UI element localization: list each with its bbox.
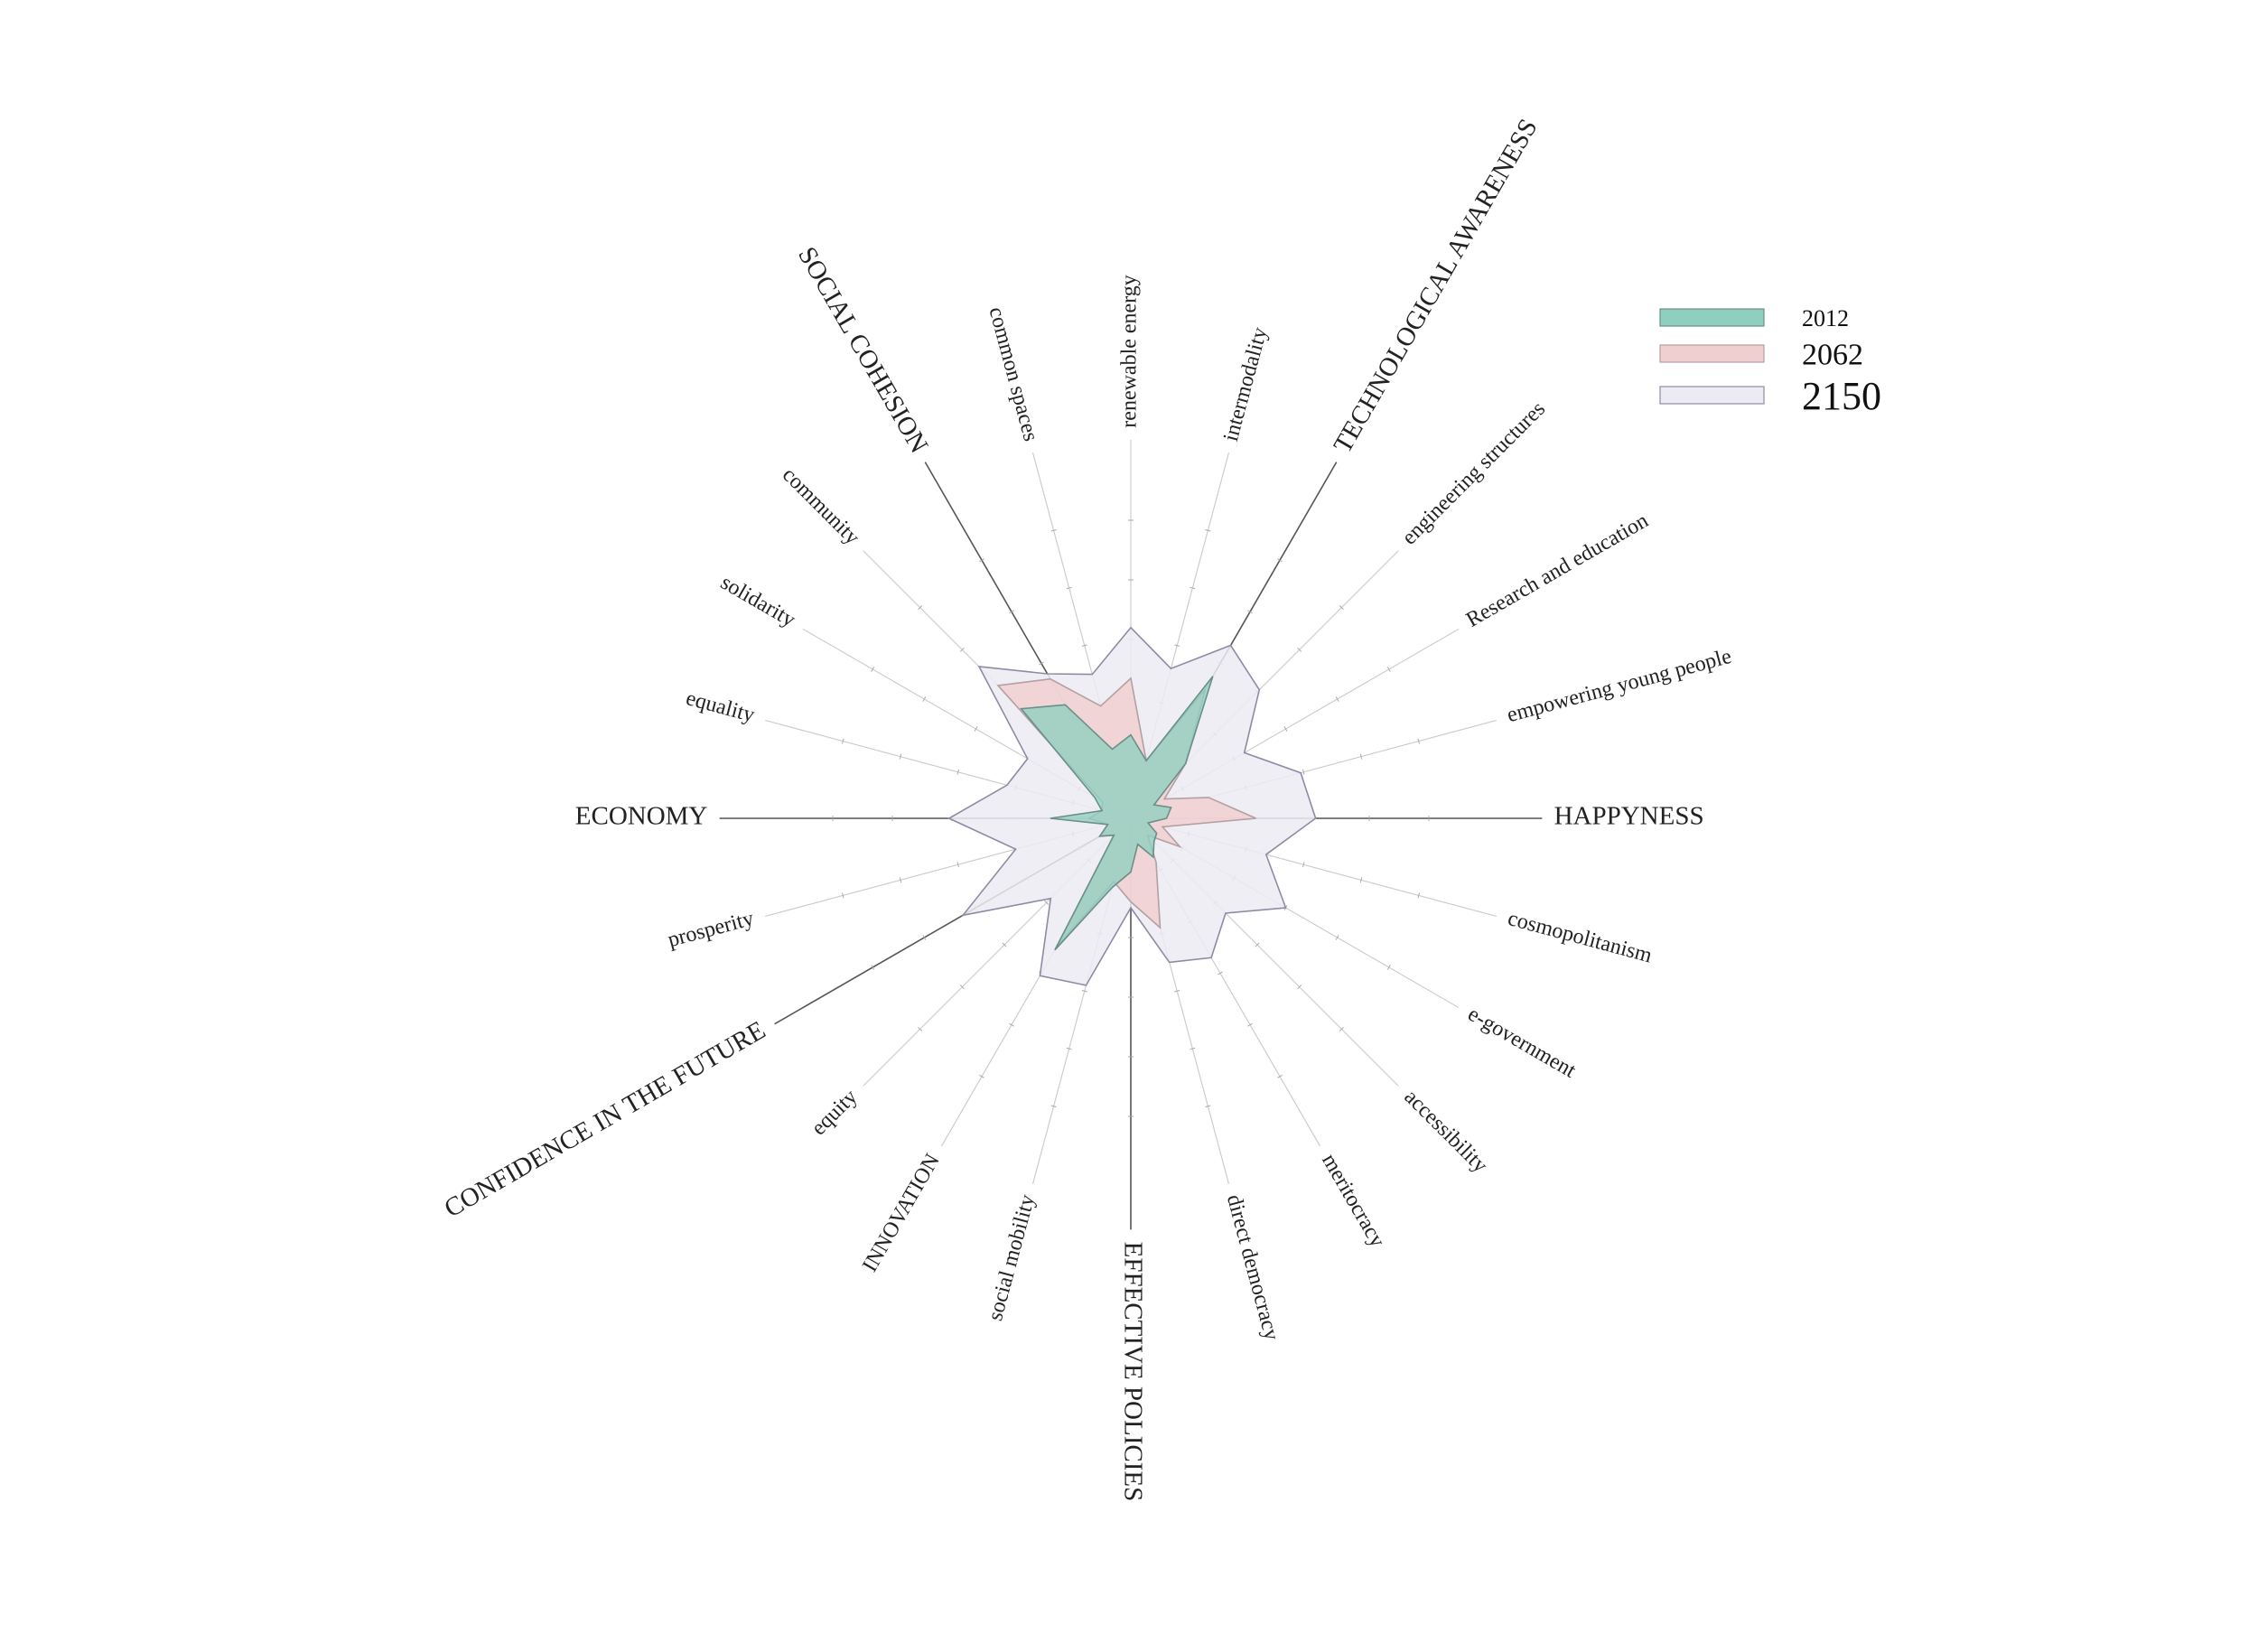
spoke-tick: [871, 965, 875, 970]
category-label-common-spaces: common spaces: [984, 304, 1042, 443]
spoke-tick: [871, 667, 875, 672]
category-label-social-mobility: social mobility: [984, 1192, 1040, 1323]
category-label-happyness: HAPPYNESS: [1554, 802, 1704, 831]
spoke-tick: [1277, 1074, 1283, 1078]
spoke-tick: [1417, 892, 1421, 899]
category-label-economy: ECONOMY: [575, 802, 708, 831]
spoke-tick: [1066, 1047, 1072, 1050]
category-label-confidence-in-the-future: CONFIDENCE IN THE FUTURE: [440, 1015, 770, 1223]
category-label-meritocracy: meritocracy: [1317, 1150, 1389, 1251]
spoke-tick: [956, 769, 960, 775]
category-label-innovation: INNOVATION: [858, 1150, 945, 1276]
spoke-tick: [959, 985, 965, 990]
spoke-tick: [1339, 1026, 1344, 1031]
spoke-tick: [1081, 644, 1087, 648]
spoke-tick: [1359, 877, 1363, 883]
spoke-tick: [1039, 661, 1044, 666]
spoke-tick: [1247, 610, 1253, 614]
series-2012: [1020, 676, 1214, 951]
category-label-direct-democracy: direct democracy: [1222, 1192, 1283, 1343]
category-label-empowering-young-people: empowering young people: [1505, 645, 1734, 727]
spoke-tick: [1190, 1047, 1196, 1050]
radar-series: [947, 626, 1317, 986]
spoke-tick: [899, 753, 902, 760]
spoke-tick: [979, 558, 984, 563]
legend-label-2150: 2150: [1802, 374, 1881, 418]
spoke-tick: [1283, 726, 1288, 732]
spoke-tick: [1302, 769, 1305, 775]
spoke-tick: [1335, 696, 1339, 702]
spoke-tick: [1009, 610, 1014, 614]
category-label-research-and-education: Research and education: [1462, 509, 1652, 631]
spoke-tick: [1335, 935, 1339, 940]
spoke-tick: [1339, 605, 1344, 611]
spoke-tick: [956, 862, 960, 868]
spoke-tick: [841, 738, 844, 744]
spoke-tick: [1081, 989, 1087, 993]
legend-swatch-2012: [1659, 308, 1765, 327]
spoke-tick: [918, 1026, 923, 1031]
spoke-tick: [1050, 528, 1057, 532]
category-label-accessibility: accessibility: [1400, 1085, 1492, 1177]
category-label-renewable-energy: renewable energy: [1118, 275, 1142, 427]
spoke-tick: [1417, 738, 1421, 744]
spoke-tick: [1277, 558, 1283, 563]
category-label-intermodality: intermodality: [1219, 325, 1273, 444]
spoke-tick: [1205, 528, 1211, 532]
spoke-tick: [922, 935, 927, 940]
category-label-prosperity: prosperity: [666, 907, 757, 952]
category-label-effective-policies: EFFECTIVE POLICIES: [1118, 1242, 1147, 1502]
spoke-tick: [1247, 1022, 1253, 1027]
category-label-e-government: e-government: [1464, 1003, 1581, 1083]
spoke-tick: [1205, 1105, 1211, 1108]
category-label-social-cohesion: SOCIAL COHESION: [792, 242, 933, 458]
spoke-tick: [1255, 942, 1260, 947]
legend-label-2012: 2012: [1802, 305, 1849, 331]
spoke-tick: [1302, 862, 1305, 868]
spoke-tick: [1174, 644, 1180, 648]
spoke-tick: [899, 877, 902, 883]
spoke-tick: [1174, 989, 1180, 993]
category-label-solidarity: solidarity: [716, 571, 799, 632]
spoke-tick: [841, 892, 844, 899]
category-label-equity: equity: [807, 1085, 863, 1140]
category-label-technological-awareness: TECHNOLOGICAL AWARENESS: [1328, 114, 1543, 458]
spoke-tick: [959, 647, 965, 652]
spoke-tick: [1009, 1022, 1014, 1027]
category-label-cosmopolitanism: cosmopolitanism: [1506, 907, 1655, 968]
spoke-tick: [1066, 586, 1072, 590]
spoke-tick: [974, 726, 978, 732]
spoke-tick: [1386, 965, 1391, 970]
spoke-tick: [1044, 900, 1050, 905]
spoke-tick: [922, 696, 927, 702]
legend-swatch-2062: [1659, 344, 1765, 363]
legend-label-2062: 2062: [1802, 339, 1863, 372]
spoke-tick: [1359, 753, 1363, 760]
spoke-tick: [1050, 1105, 1057, 1108]
category-label-equality: equality: [684, 686, 757, 727]
spoke-tick: [1297, 985, 1302, 990]
spoke-tick: [1002, 942, 1007, 947]
spoke-tick: [979, 1074, 984, 1078]
category-label-community: community: [778, 463, 864, 550]
spoke-tick: [918, 605, 923, 611]
spoke-tick: [1190, 586, 1196, 590]
spoke-tick: [1297, 647, 1302, 652]
spoke-tick: [1218, 971, 1223, 975]
category-label-engineering-structures: engineering structures: [1397, 397, 1550, 550]
legend-swatch-2150: [1659, 386, 1765, 405]
spoke-tick: [1386, 667, 1391, 672]
